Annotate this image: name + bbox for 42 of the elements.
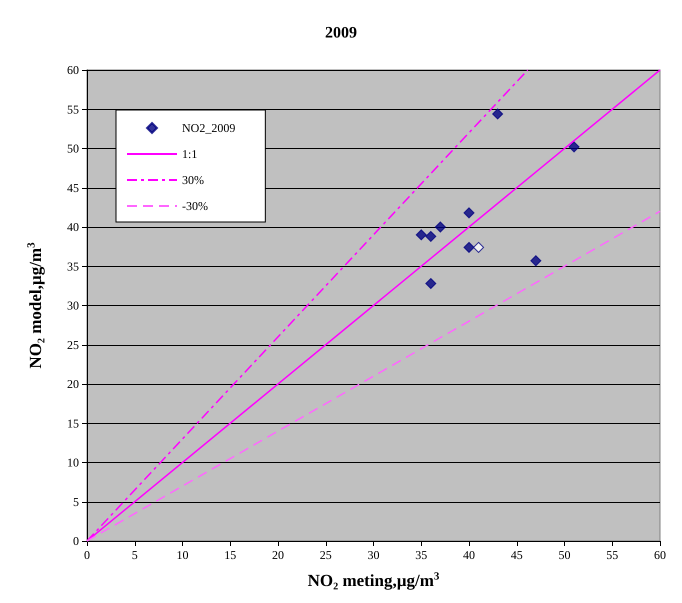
y-tick-label: 0 — [73, 534, 79, 548]
y-tick-label: 30 — [67, 298, 79, 312]
y-tick-label: 60 — [67, 63, 79, 77]
x-tick-label: 0 — [84, 548, 90, 562]
y-tick-label: 40 — [67, 220, 79, 234]
point — [434, 222, 446, 232]
x-tick-label: 60 — [654, 548, 666, 562]
y-tick-label: 20 — [67, 377, 79, 391]
legend-label: NO2_2009 — [182, 121, 236, 135]
x-tick-label: 5 — [132, 548, 138, 562]
chart-title: 2009 — [325, 24, 357, 42]
point — [416, 229, 427, 240]
point — [425, 230, 436, 242]
y-tick-label: 10 — [67, 456, 79, 470]
point — [464, 207, 474, 218]
y-tick-label: 25 — [67, 338, 79, 352]
y-tick-label: 15 — [67, 416, 79, 430]
point — [530, 255, 542, 266]
point — [425, 278, 436, 290]
legend-label: 1:1 — [182, 147, 198, 161]
x-tick-label: 35 — [415, 548, 428, 562]
y-tick-label: 35 — [67, 259, 79, 274]
x-tick-label: 55 — [606, 548, 618, 562]
y-tick-label: 50 — [67, 142, 79, 156]
point — [568, 141, 580, 152]
x-tick-label: 40 — [463, 548, 475, 562]
point — [473, 242, 484, 253]
legend-label: 30% — [182, 173, 204, 187]
x-tick-label: 25 — [320, 548, 332, 562]
x-tick-label: 20 — [272, 548, 284, 562]
y-tick-label: 5 — [73, 494, 79, 509]
x-tick-label: 50 — [558, 548, 570, 562]
x-tick-label: 30 — [368, 548, 380, 562]
x-tick-label: 15 — [224, 548, 236, 562]
y-tick-label: 45 — [67, 180, 79, 195]
x-tick-label: 10 — [176, 548, 188, 562]
point — [464, 242, 474, 253]
point — [492, 108, 504, 120]
y-tick-label: 55 — [67, 102, 79, 116]
x-tick-label: 45 — [510, 548, 523, 562]
y-axis-title: NO₂ model,µg/m3 — [26, 242, 45, 369]
legend-label: -30% — [182, 199, 208, 213]
